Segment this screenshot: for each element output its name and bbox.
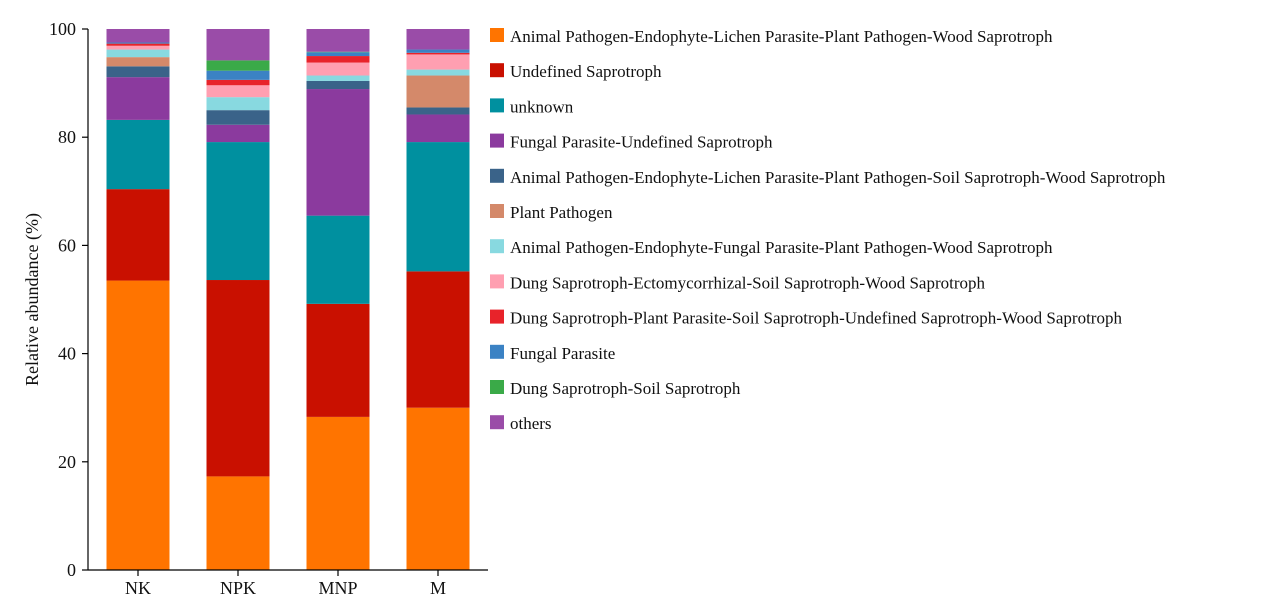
legend-label: Plant Pathogen bbox=[510, 203, 613, 222]
x-tick-label-npk: NPK bbox=[220, 578, 256, 598]
bar-segment-npk-0 bbox=[206, 476, 270, 570]
bar-segment-npk-4 bbox=[206, 110, 270, 125]
legend-swatch bbox=[490, 98, 504, 113]
legend-label: Undefined Saprotroph bbox=[510, 62, 662, 81]
bar-segment-mnp-0 bbox=[306, 416, 370, 570]
legend-swatch bbox=[490, 168, 504, 183]
bar-segment-npk-8 bbox=[206, 79, 270, 86]
bar-segment-npk-11 bbox=[206, 29, 270, 61]
bar-segment-nk-6 bbox=[106, 49, 170, 58]
legend-label: Animal Pathogen-Endophyte-Lichen Parasit… bbox=[510, 27, 1053, 46]
bar-segment-npk-7 bbox=[206, 85, 270, 98]
bar-segment-npk-9 bbox=[206, 70, 270, 80]
bar-segment-mnp-11 bbox=[306, 29, 370, 52]
legend-swatch bbox=[490, 274, 504, 289]
bar-segment-mnp-9 bbox=[306, 52, 370, 57]
legend-label: Dung Saprotroph-Ectomycorrhizal-Soil Sap… bbox=[510, 273, 986, 292]
bar-segment-m-1 bbox=[406, 271, 470, 408]
bar-segment-nk-7 bbox=[106, 45, 170, 50]
legend-label: Animal Pathogen-Endophyte-Lichen Parasit… bbox=[510, 168, 1166, 187]
axes-layer bbox=[87, 29, 488, 571]
legend-swatch bbox=[490, 415, 504, 430]
legend-swatch bbox=[490, 344, 504, 359]
bar-segment-mnp-8 bbox=[306, 56, 370, 63]
bar-segment-nk-5 bbox=[106, 57, 170, 67]
bar-segment-m-5 bbox=[406, 75, 470, 108]
bar-segment-mnp-3 bbox=[306, 89, 370, 216]
legend-label: Fungal Parasite bbox=[510, 344, 615, 363]
legend-label: Fungal Parasite-Undefined Saprotroph bbox=[510, 133, 773, 152]
y-tick-label: 20 bbox=[58, 452, 76, 472]
bar-segment-nk-11 bbox=[106, 29, 170, 43]
x-ticks: NK NPK MNP M bbox=[125, 570, 446, 598]
y-tick-label: 40 bbox=[58, 344, 76, 364]
bar-segment-m-11 bbox=[406, 29, 470, 50]
bar-segment-m-7 bbox=[406, 54, 470, 70]
bar-segment-nk-0 bbox=[106, 280, 170, 570]
bar-segment-nk-2 bbox=[106, 119, 170, 190]
legend-swatch bbox=[490, 309, 504, 324]
bar-segment-m-8 bbox=[406, 52, 470, 55]
bar-segment-mnp-1 bbox=[306, 303, 370, 417]
x-tick-label-m: M bbox=[430, 578, 446, 598]
bar-segment-npk-3 bbox=[206, 124, 270, 143]
bar-segment-mnp-6 bbox=[306, 75, 370, 81]
legend-label: unknown bbox=[510, 97, 574, 116]
x-tick-label-nk: NK bbox=[125, 578, 151, 598]
bar-segment-nk-9 bbox=[106, 42, 170, 44]
bar-segment-mnp-10 bbox=[306, 51, 370, 53]
y-ticks: 0 20 40 60 80 100 bbox=[49, 19, 88, 580]
bar-segment-npk-6 bbox=[206, 97, 270, 111]
bar-segment-m-6 bbox=[406, 69, 470, 76]
bar-segment-m-3 bbox=[406, 114, 470, 143]
bar-segment-m-9 bbox=[406, 49, 470, 53]
bar-segment-npk-2 bbox=[206, 142, 270, 281]
y-tick-label: 60 bbox=[58, 235, 76, 255]
legend-swatch bbox=[490, 63, 504, 78]
bar-segment-mnp-4 bbox=[306, 80, 370, 90]
bars-layer bbox=[106, 29, 470, 570]
bar-segment-mnp-2 bbox=[306, 215, 370, 304]
y-tick-label: 0 bbox=[67, 560, 76, 580]
bar-segment-npk-10 bbox=[206, 60, 270, 71]
legend-swatch bbox=[490, 204, 504, 218]
x-tick-label-mnp: MNP bbox=[318, 578, 357, 598]
bar-segment-nk-3 bbox=[106, 77, 170, 120]
bar-segment-nk-1 bbox=[106, 189, 170, 281]
bar-segment-nk-8 bbox=[106, 43, 170, 46]
legend-label: others bbox=[510, 414, 552, 433]
y-tick-label: 100 bbox=[49, 19, 76, 39]
y-axis-title: Relative abundance (%) bbox=[22, 213, 43, 386]
legend-label: Dung Saprotroph-Soil Saprotroph bbox=[510, 379, 741, 398]
legend-swatch bbox=[490, 380, 504, 394]
bar-segment-m-4 bbox=[406, 107, 470, 115]
bar-segment-npk-1 bbox=[206, 280, 270, 477]
legend-swatch bbox=[490, 239, 504, 254]
bar-segment-m-2 bbox=[406, 142, 470, 272]
legend-swatch bbox=[490, 28, 504, 42]
bar-segment-mnp-7 bbox=[306, 62, 370, 76]
legend-label: Dung Saprotroph-Plant Parasite-Soil Sapr… bbox=[510, 309, 1122, 328]
legend-swatch bbox=[490, 133, 504, 148]
bar-segment-m-0 bbox=[406, 407, 470, 570]
y-tick-label: 80 bbox=[58, 127, 76, 147]
bar-segment-nk-4 bbox=[106, 66, 170, 78]
legend: Animal Pathogen-Endophyte-Lichen Parasit… bbox=[490, 27, 1166, 433]
legend-label: Animal Pathogen-Endophyte-Fungal Parasit… bbox=[510, 238, 1053, 257]
